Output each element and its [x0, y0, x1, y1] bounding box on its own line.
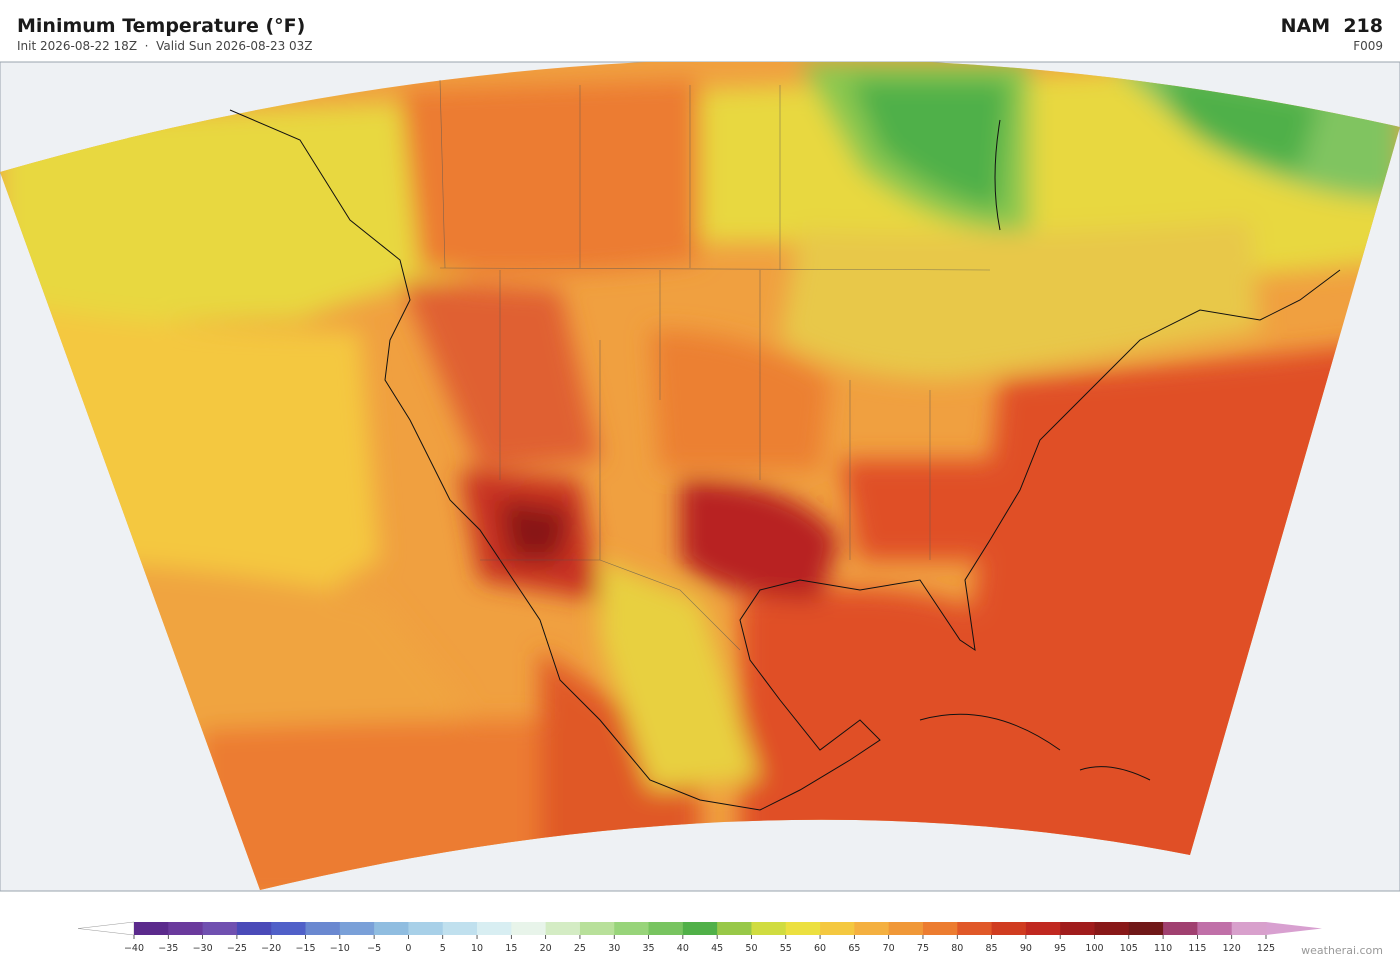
- colorbar-tick-label: 105: [1120, 943, 1138, 954]
- colorbar-bin: [168, 922, 204, 935]
- colorbar-bin: [922, 922, 958, 935]
- colorbar-tick-label: 80: [951, 943, 963, 954]
- colorbar-bin: [854, 922, 890, 935]
- colorbar-tick-label: 45: [711, 943, 723, 954]
- colorbar-tick-label: 90: [1020, 943, 1032, 954]
- colorbar-tick-label: 65: [848, 943, 860, 954]
- colorbar-tick-label: 115: [1188, 943, 1206, 954]
- colorbar-bin: [648, 922, 684, 935]
- colorbar-bin: [1197, 922, 1233, 935]
- colorbar-bin: [1231, 922, 1267, 935]
- forecast-hour: F009: [1353, 39, 1383, 53]
- colorbar-tick-label: 110: [1154, 943, 1172, 954]
- colorbar-bin: [785, 922, 821, 935]
- colorbar-bin: [1094, 922, 1130, 935]
- colorbar-bin: [236, 922, 272, 935]
- colorbar-tick-label: 60: [814, 943, 826, 954]
- colorbar-tick-label: −10: [330, 943, 350, 954]
- colorbar-tick-label: 40: [677, 943, 689, 954]
- colorbar-bin: [202, 922, 238, 935]
- colorbar-tick-label: 0: [405, 943, 411, 954]
- colorbar-bin: [442, 922, 478, 935]
- colorbar-under: [77, 921, 135, 936]
- colorbar-bin: [751, 922, 787, 935]
- colorbar-tick-label: 100: [1085, 943, 1103, 954]
- map-title: Minimum Temperature (°F): [17, 15, 306, 37]
- colorbar-tick-label: 20: [540, 943, 552, 954]
- colorbar-bin: [1060, 922, 1095, 935]
- colorbar-bin: [1163, 922, 1198, 935]
- colorbar-bin: [1025, 922, 1061, 935]
- colorbar-bin: [545, 922, 581, 935]
- colorbar-tick-label: 125: [1257, 943, 1275, 954]
- colorbar-tick-label: 70: [883, 943, 895, 954]
- colorbar-tick-label: 95: [1054, 943, 1066, 954]
- coastlines: [229, 109, 1341, 811]
- colorbar-bin: [614, 922, 650, 935]
- colorbar-tick-label: 75: [917, 943, 929, 954]
- colorbar-over: [1266, 922, 1322, 935]
- colorbar-bin: [511, 922, 547, 935]
- colorbar-bin: [682, 922, 718, 935]
- colorbar-bin: [820, 922, 855, 935]
- colorbar-tick-label: 15: [505, 943, 517, 954]
- colorbar-tick-label: −35: [158, 943, 178, 954]
- colorbar-tick-label: −5: [367, 943, 381, 954]
- map-subtitle: Init 2026-08-22 18Z · Valid Sun 2026-08-…: [17, 39, 313, 53]
- colorbar-bin: [1128, 922, 1164, 935]
- colorbar-bin: [374, 922, 409, 935]
- colorbar-tick-label: −20: [261, 943, 281, 954]
- colorbar-bin: [408, 922, 444, 935]
- colorbar-tick-label: 30: [608, 943, 620, 954]
- model-name: NAM 218: [1280, 15, 1383, 37]
- colorbar-tick-label: 120: [1223, 943, 1241, 954]
- colorbar-bin: [888, 922, 924, 935]
- colorbar-bin: [991, 922, 1027, 935]
- colorbar-tick-label: 25: [574, 943, 586, 954]
- colorbar-tick-label: −40: [124, 943, 144, 954]
- colorbar-tick-label: 85: [986, 943, 998, 954]
- colorbar-bin: [717, 922, 752, 935]
- colorbar-bin: [957, 922, 993, 935]
- colorbar-bin: [339, 922, 375, 935]
- colorbar-tick-label: 5: [440, 943, 446, 954]
- colorbar-tick-label: 50: [745, 943, 757, 954]
- colorbar-bin: [134, 922, 169, 935]
- colorbar-bin: [271, 922, 307, 935]
- colorbar-tick-label: 35: [642, 943, 654, 954]
- watermark: weatherai.com: [1301, 944, 1383, 957]
- colorbar-tick-label: 55: [780, 943, 792, 954]
- colorbar-tick-label: 10: [471, 943, 483, 954]
- colorbar-tick-label: −25: [227, 943, 247, 954]
- borders: [439, 79, 991, 651]
- colorbar-bin: [305, 922, 341, 935]
- colorbar: −40 −35 −30 −25 −20 −15 −10 −5 0 5 10 15 20 25 30 35 40 4…: [77, 921, 1322, 954]
- colorbar-tick-label: −15: [295, 943, 315, 954]
- colorbar-bin: [579, 922, 615, 935]
- colorbar-bin: [477, 922, 512, 935]
- colorbar-tick-label: −30: [193, 943, 213, 954]
